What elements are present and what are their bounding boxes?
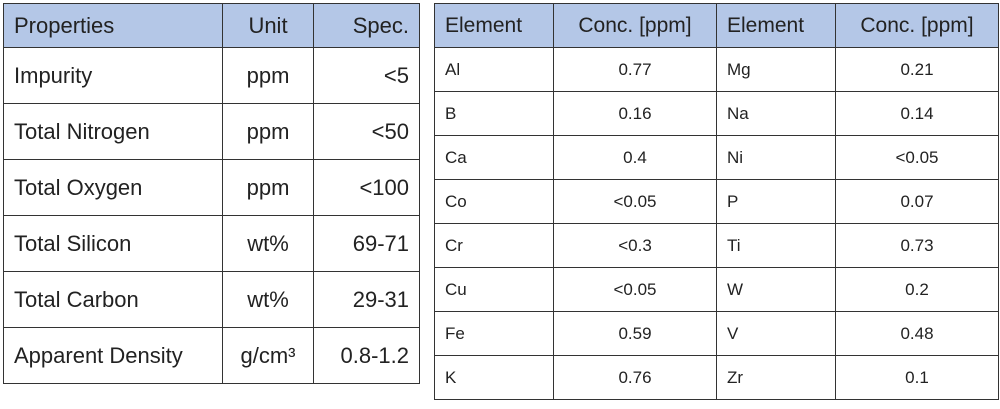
header-row: Element Conc. [ppm] Element Conc. [ppm]: [434, 3, 999, 48]
table-row: Cr <0.3 Ti 0.73: [434, 223, 999, 268]
header-cell: Element: [716, 3, 836, 48]
properties-table: Properties Unit Spec. Impurity ppm <5 Total Ni…: [3, 3, 420, 384]
table-cell: Total Nitrogen: [3, 103, 223, 160]
table-cell: Mg: [716, 47, 836, 92]
table-cell: <100: [313, 159, 420, 216]
table-cell: wt%: [222, 271, 314, 328]
table-cell: Apparent Density: [3, 327, 223, 384]
table-cell: 0.16: [553, 91, 717, 136]
header-cell: Conc. [ppm]: [835, 3, 999, 48]
table-row: Co <0.05 P 0.07: [434, 179, 999, 224]
table-cell: ppm: [222, 103, 314, 160]
table-row: Total Carbon wt% 29-31: [3, 271, 420, 328]
table-cell: 0.2: [835, 267, 999, 312]
table-cell: 0.59: [553, 311, 717, 356]
table-row: Total Nitrogen ppm <50: [3, 103, 420, 160]
table-cell: 0.07: [835, 179, 999, 224]
table-cell: W: [716, 267, 836, 312]
table-cell: Zr: [716, 355, 836, 400]
table-cell: Fe: [434, 311, 554, 356]
table-cell: Ti: [716, 223, 836, 268]
table-cell: Al: [434, 47, 554, 92]
table-cell: 0.8-1.2: [313, 327, 420, 384]
table-cell: 69-71: [313, 215, 420, 272]
table-cell: 29-31: [313, 271, 420, 328]
element-table: Element Conc. [ppm] Element Conc. [ppm] Al 0.…: [434, 3, 999, 400]
table-cell: 0.4: [553, 135, 717, 180]
table-cell: <0.05: [553, 267, 717, 312]
table-row: K 0.76 Zr 0.1: [434, 355, 999, 400]
table-cell: <5: [313, 47, 420, 104]
table-cell: g/cm³: [222, 327, 314, 384]
table-cell: <0.05: [553, 179, 717, 224]
table-cell: wt%: [222, 215, 314, 272]
table-cell: 0.21: [835, 47, 999, 92]
table-cell: V: [716, 311, 836, 356]
table-row: Cu <0.05 W 0.2: [434, 267, 999, 312]
table-row: Fe 0.59 V 0.48: [434, 311, 999, 356]
table-cell: Cu: [434, 267, 554, 312]
table-cell: 0.73: [835, 223, 999, 268]
table-row: Total Oxygen ppm <100: [3, 159, 420, 216]
table-row: Total Silicon wt% 69-71: [3, 215, 420, 272]
table-cell: B: [434, 91, 554, 136]
table-cell: Impurity: [3, 47, 223, 104]
table-cell: 0.14: [835, 91, 999, 136]
table-row: Ca 0.4 Ni <0.05: [434, 135, 999, 180]
table-cell: 0.76: [553, 355, 717, 400]
table-row: Apparent Density g/cm³ 0.8-1.2: [3, 327, 420, 384]
table-cell: <50: [313, 103, 420, 160]
header-cell: Element: [434, 3, 554, 48]
table-cell: Ca: [434, 135, 554, 180]
table-cell: <0.05: [835, 135, 999, 180]
table-cell: Ni: [716, 135, 836, 180]
table-cell: Total Silicon: [3, 215, 223, 272]
table-cell: Total Oxygen: [3, 159, 223, 216]
header-cell: Spec.: [313, 3, 420, 48]
table-cell: ppm: [222, 47, 314, 104]
table-cell: ppm: [222, 159, 314, 216]
table-cell: Cr: [434, 223, 554, 268]
header-cell: Conc. [ppm]: [553, 3, 717, 48]
table-cell: 0.77: [553, 47, 717, 92]
header-cell: Unit: [222, 3, 314, 48]
header-cell: Properties: [3, 3, 223, 48]
header-row: Properties Unit Spec.: [3, 3, 420, 48]
table-cell: 0.1: [835, 355, 999, 400]
table-row: B 0.16 Na 0.14: [434, 91, 999, 136]
table-cell: 0.48: [835, 311, 999, 356]
table-cell: Co: [434, 179, 554, 224]
table-cell: P: [716, 179, 836, 224]
table-cell: <0.3: [553, 223, 717, 268]
table-row: Impurity ppm <5: [3, 47, 420, 104]
table-cell: K: [434, 355, 554, 400]
table-row: Al 0.77 Mg 0.21: [434, 47, 999, 92]
table-cell: Total Carbon: [3, 271, 223, 328]
table-cell: Na: [716, 91, 836, 136]
